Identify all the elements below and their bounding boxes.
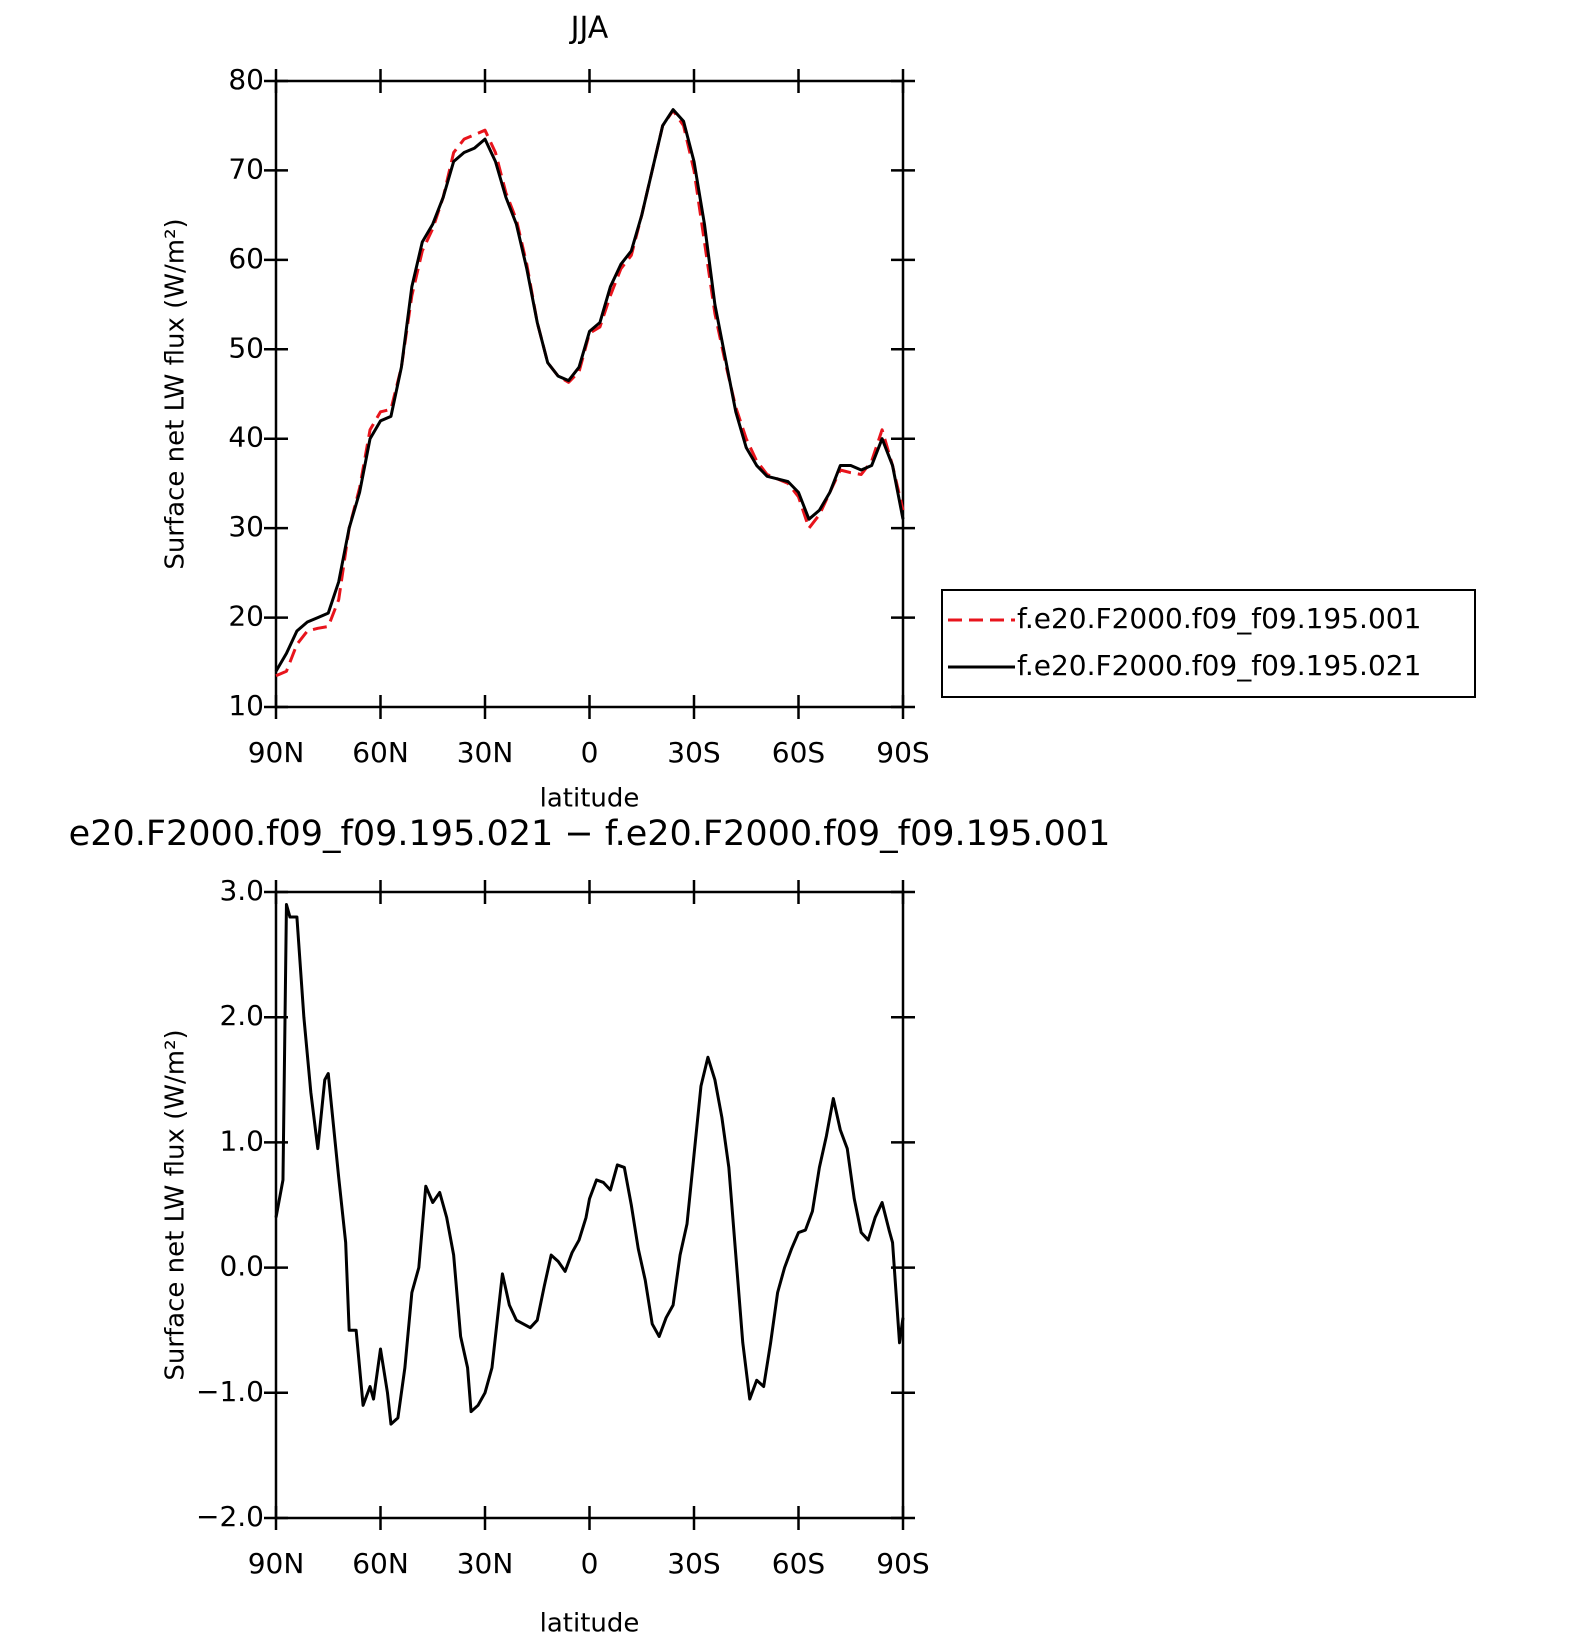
y-tick-label: 70 [228, 152, 264, 185]
y-tick-label: 10 [228, 689, 264, 722]
data-line [274, 903, 905, 1426]
data-line [275, 109, 905, 678]
x-tick-label: 90N [248, 1547, 305, 1580]
x-tick-label: 90S [876, 736, 929, 769]
legend-label: f.e20.F2000.f09_f09.195.021 [1017, 649, 1421, 682]
x-tick-label: 60N [352, 736, 409, 769]
x-tick-label: 60S [772, 1547, 825, 1580]
x-tick-label: 60S [772, 736, 825, 769]
x-axis-label: latitude [540, 1609, 640, 1639]
y-tick-label: 50 [228, 331, 264, 364]
x-tick-label: 30S [667, 1547, 720, 1580]
y-tick-label: 2.0 [219, 999, 264, 1032]
x-tick-label: 90N [248, 736, 305, 769]
y-tick-label: 1.0 [219, 1124, 264, 1157]
y-tick-label: −2.0 [196, 1500, 264, 1533]
chart-title: JJA [569, 11, 609, 46]
x-tick-label: 90S [876, 1547, 929, 1580]
y-tick-label: 60 [228, 242, 264, 275]
x-tick-label: 30S [667, 736, 720, 769]
data-line [274, 108, 905, 672]
legend-box [941, 589, 1476, 698]
y-tick-label: 3.0 [219, 874, 264, 907]
y-tick-label: 30 [228, 510, 264, 543]
legend: f.e20.F2000.f09_f09.195.001 f.e20.F2000.f… [941, 589, 1476, 698]
x-tick-label: 0 [581, 736, 599, 769]
x-tick-label: 30N [457, 1547, 514, 1580]
x-tick-label: 60N [352, 1547, 409, 1580]
y-axis-label: Surface net LW flux (W/m²) [161, 1029, 191, 1380]
x-tick-label: 30N [457, 736, 514, 769]
legend-label: f.e20.F2000.f09_f09.195.001 [1017, 602, 1421, 635]
x-tick-label: 0 [581, 1547, 599, 1580]
plot-frame [274, 79, 905, 709]
y-axis-label: Surface net LW flux (W/m²) [161, 218, 191, 569]
y-tick-label: 80 [228, 63, 264, 96]
y-tick-label: 0.0 [219, 1250, 264, 1283]
chart-title: e20.F2000.f09_f09.195.021 − f.e20.F2000.… [69, 814, 1111, 854]
y-tick-label: 40 [228, 421, 264, 454]
plot-frame [274, 890, 905, 1520]
y-tick-label: 20 [228, 600, 264, 633]
x-axis-label: latitude [540, 784, 640, 814]
y-tick-label: −1.0 [196, 1375, 264, 1408]
